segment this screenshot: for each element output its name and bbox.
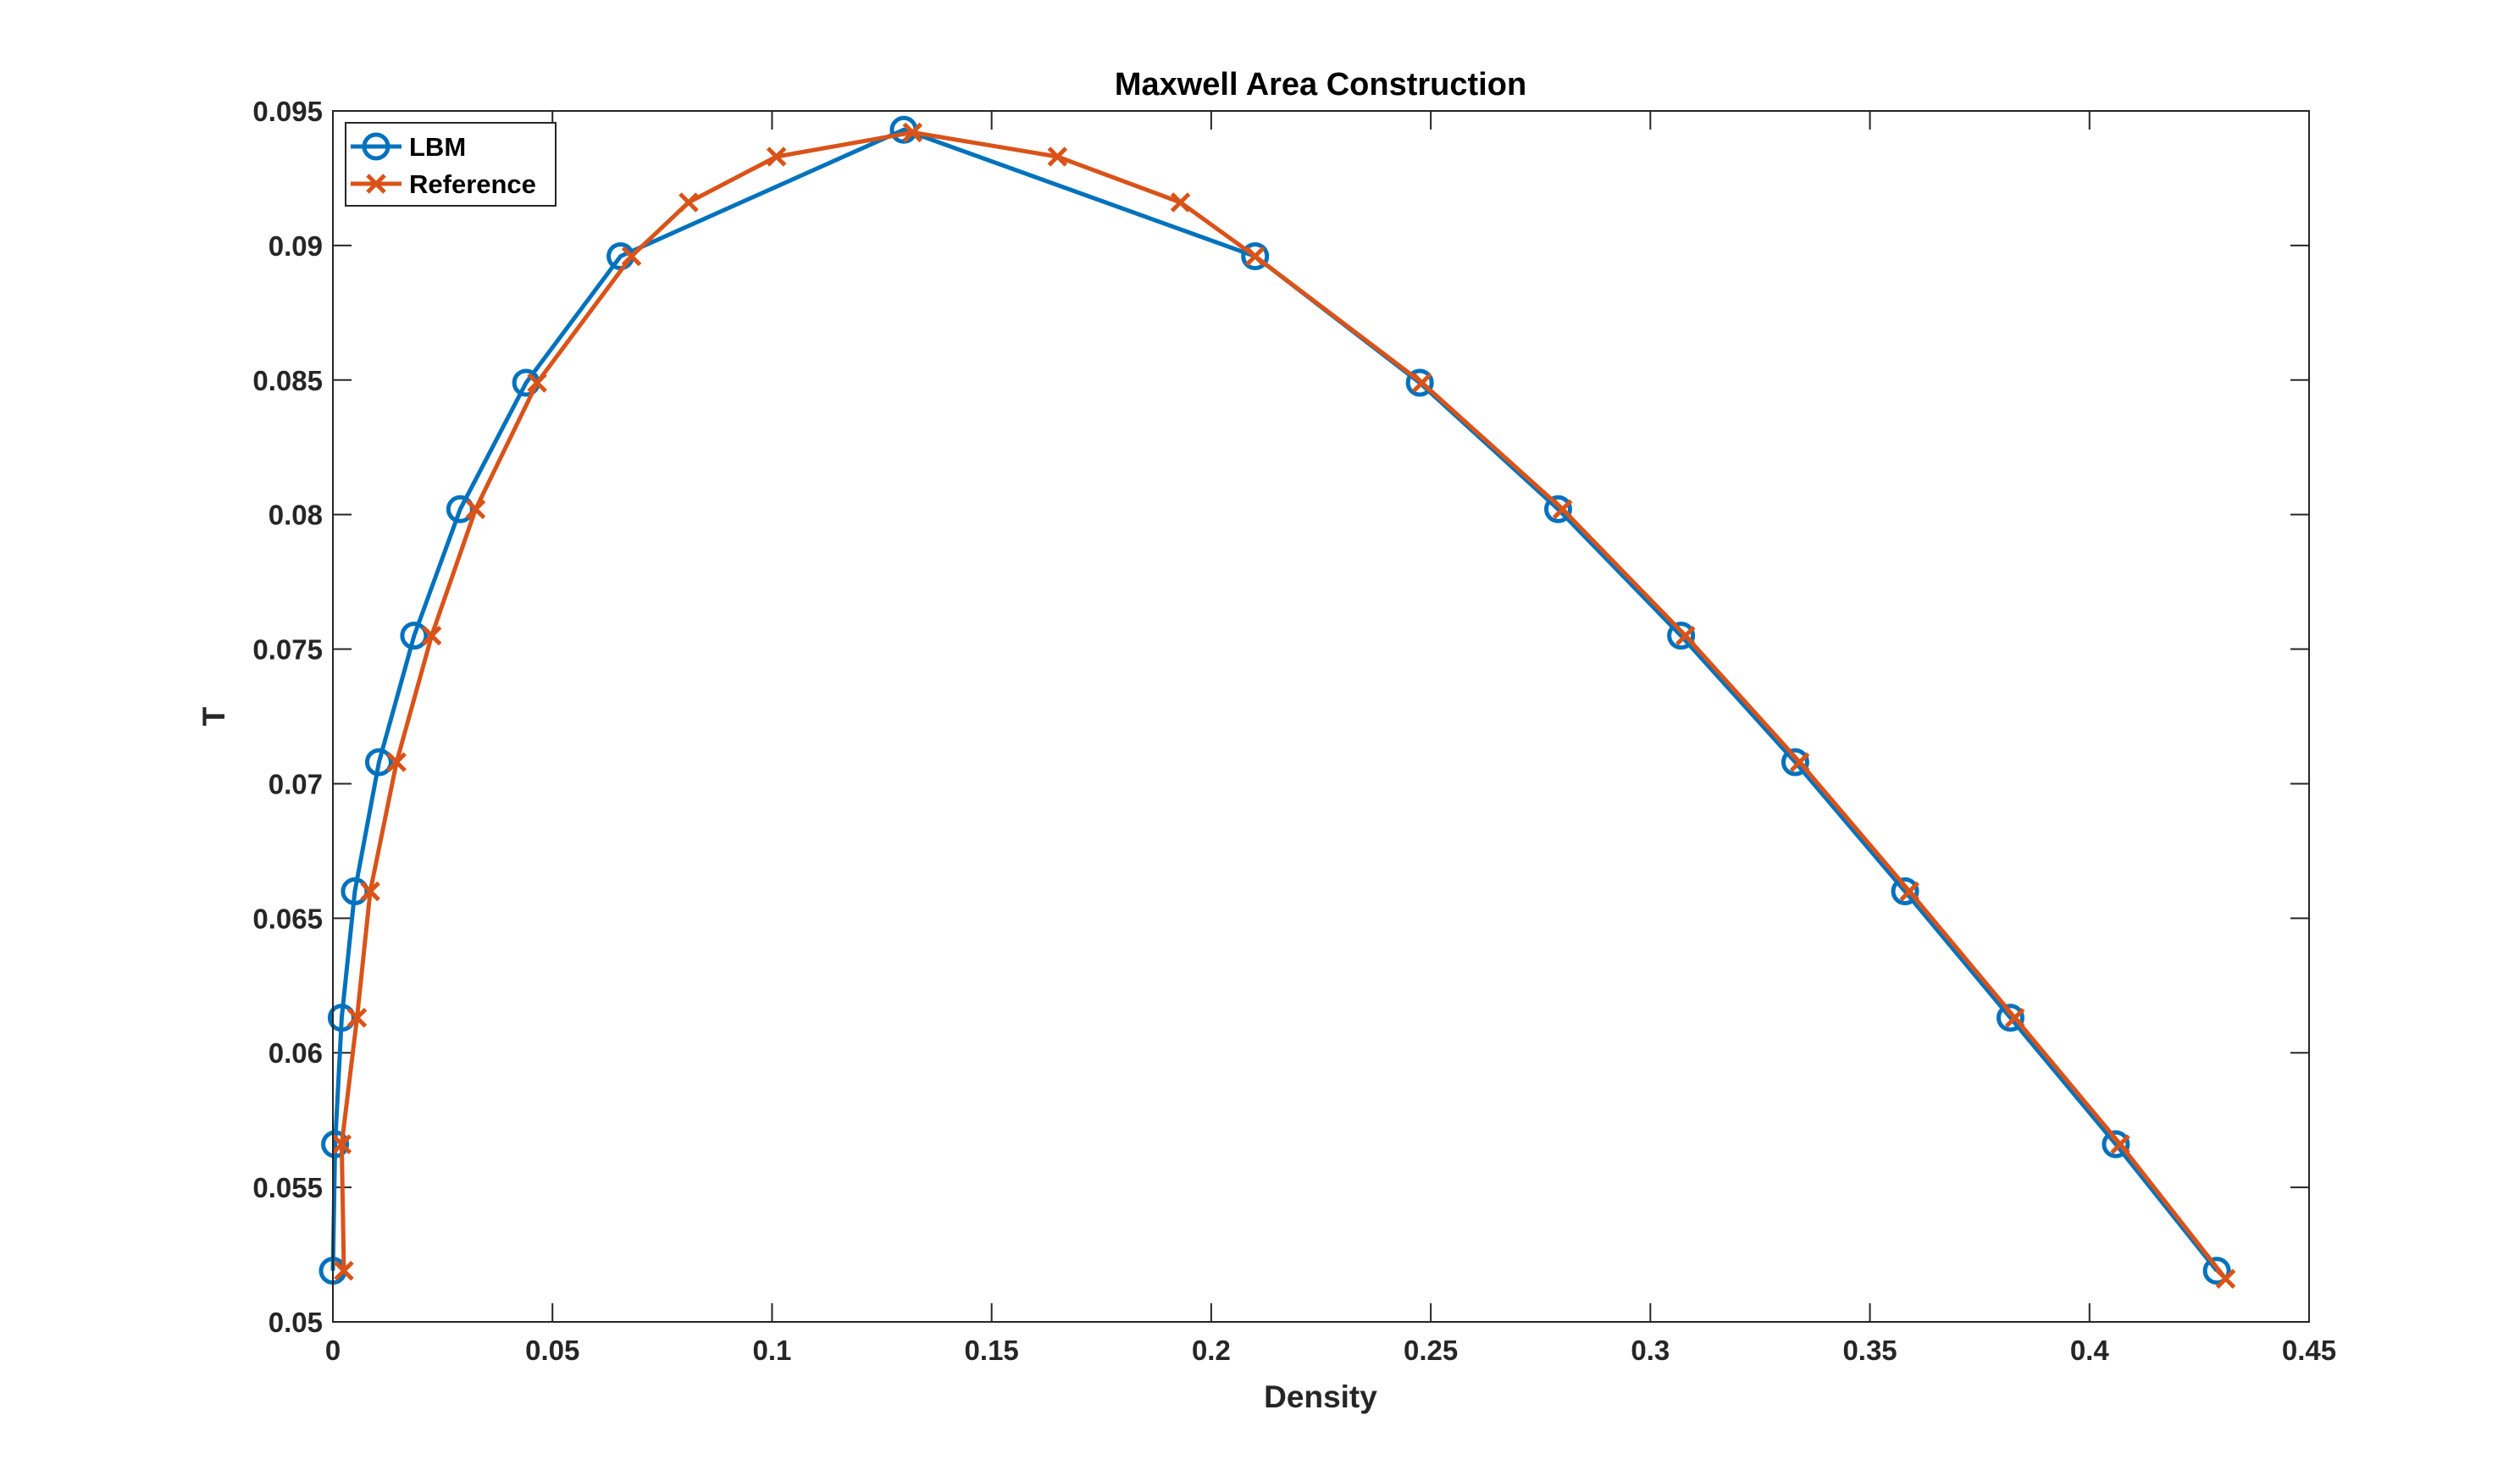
y-tick-label: 0.07 xyxy=(269,768,323,799)
x-tick-label: 0.3 xyxy=(1631,1335,1670,1366)
legend-reference-label: Reference xyxy=(409,169,536,199)
chart-title: Maxwell Area Construction xyxy=(1115,67,1526,102)
x-tick-label: 0.05 xyxy=(525,1335,579,1366)
reference-data-point xyxy=(1899,881,1919,902)
reference-data-point xyxy=(527,373,547,393)
y-axis-label: T xyxy=(197,706,231,726)
reference-data-point xyxy=(346,1008,368,1028)
lbm-data-point xyxy=(1996,1003,2024,1032)
x-tick-label: 0.45 xyxy=(2282,1335,2336,1366)
y-tick-label: 0.08 xyxy=(269,500,323,531)
x-tick-label: 0.15 xyxy=(965,1335,1019,1366)
reference-data-point xyxy=(1170,192,1191,213)
reference-data-point xyxy=(621,246,642,267)
y-tick-label: 0.05 xyxy=(269,1307,323,1338)
lbm-data-point xyxy=(400,622,429,650)
reference-data-point xyxy=(1789,752,1810,772)
y-tick-label: 0.09 xyxy=(269,230,323,262)
lbm-data-point xyxy=(327,1003,356,1032)
data-series xyxy=(318,115,2236,1289)
reference-data-point xyxy=(2110,1134,2130,1155)
reference-data-point xyxy=(386,752,407,772)
legend-reference-marker xyxy=(366,174,386,194)
lbm-data-point xyxy=(446,495,474,523)
x-tick-label: 0 xyxy=(325,1335,341,1366)
x-tick-label: 0.1 xyxy=(753,1335,792,1366)
reference-data-point xyxy=(1552,499,1573,520)
reference-data-point xyxy=(2215,1269,2236,1289)
reference-data-point xyxy=(465,499,486,520)
lbm-data-point xyxy=(2202,1257,2231,1285)
y-tick-label: 0.065 xyxy=(252,903,323,934)
lbm-data-point xyxy=(341,877,369,906)
x-tick-label: 0.25 xyxy=(1404,1335,1458,1366)
x-axis-label: Density xyxy=(1264,1379,1377,1414)
lbm-data-point xyxy=(1543,495,1572,523)
reference-data-point xyxy=(766,146,787,167)
lbm-data-point xyxy=(364,748,393,777)
lbm-data-point xyxy=(1667,622,1696,650)
reference-data-point xyxy=(1675,625,1696,646)
reference-data-point xyxy=(331,1134,352,1155)
reference-data-point xyxy=(1244,246,1266,267)
reference-data-point xyxy=(360,881,380,902)
y-tick-label: 0.06 xyxy=(269,1037,323,1069)
reference-data-point xyxy=(678,192,699,213)
legend-lbm-marker xyxy=(362,132,390,161)
lbm-data-point xyxy=(1405,368,1434,397)
lbm-series-line xyxy=(330,127,2219,1273)
legend: LBM Reference xyxy=(345,122,557,207)
reference-data-point xyxy=(1411,373,1432,393)
y-tick-label: 0.055 xyxy=(252,1172,323,1203)
x-tick-label: 0.2 xyxy=(1192,1335,1231,1366)
y-tick-label: 0.075 xyxy=(252,634,323,666)
reference-data-point xyxy=(334,1260,354,1281)
reference-data-point xyxy=(421,625,442,646)
y-tick-label: 0.095 xyxy=(252,96,323,127)
x-tick-label: 0.35 xyxy=(1842,1335,1897,1366)
legend-lbm-label: LBM xyxy=(409,132,466,162)
lbm-data-point xyxy=(2102,1130,2130,1158)
y-tick-label: 0.085 xyxy=(252,365,323,396)
lbm-data-point xyxy=(1781,748,1809,777)
reference-data-point xyxy=(2004,1008,2025,1028)
lbm-data-point xyxy=(321,1130,350,1158)
reference-data-point xyxy=(1047,146,1068,167)
plot-area-border xyxy=(332,110,2310,1323)
reference-data-point xyxy=(902,122,923,143)
lbm-data-point xyxy=(1891,877,1919,906)
axis-ticks: 0 0.05 0.1 0.15 0.2 0.25 0.3 0.35 0.4 0.450.050.0… xyxy=(252,96,2336,1366)
lbm-data-point xyxy=(1241,242,1270,271)
x-tick-label: 0.4 xyxy=(2070,1335,2110,1366)
plot-area-background xyxy=(333,111,2309,1322)
